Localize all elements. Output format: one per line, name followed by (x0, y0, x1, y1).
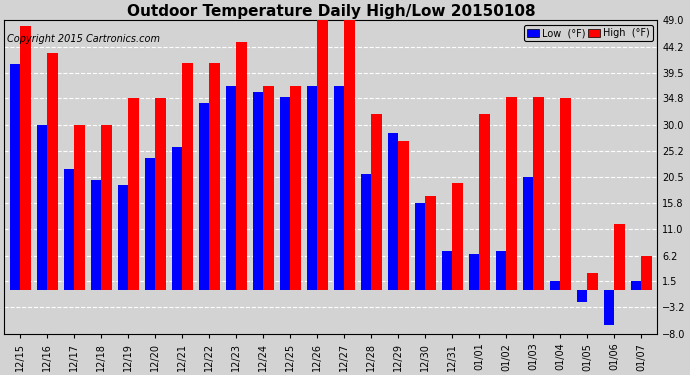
Bar (209, 63, 219, 290)
Bar (587, 273, 598, 290)
Bar (264, 86, 274, 290)
Bar (280, 97, 290, 290)
Bar (614, 224, 624, 290)
Bar (550, 282, 560, 290)
Bar (496, 251, 506, 290)
Bar (10, 64, 21, 290)
Bar (506, 97, 517, 290)
Bar (155, 98, 166, 290)
Bar (128, 98, 139, 290)
Bar (361, 174, 371, 290)
Bar (37, 125, 48, 290)
Bar (344, 20, 355, 290)
Bar (101, 125, 112, 290)
Bar (577, 290, 587, 302)
Bar (226, 86, 237, 290)
Bar (253, 92, 264, 290)
Bar (317, 20, 328, 290)
Text: Copyright 2015 Cartronics.com: Copyright 2015 Cartronics.com (7, 34, 160, 44)
Bar (172, 147, 182, 290)
Bar (64, 169, 75, 290)
Bar (415, 203, 425, 290)
Bar (442, 251, 453, 290)
Bar (533, 97, 544, 290)
Bar (21, 26, 30, 290)
Bar (334, 86, 344, 290)
Bar (631, 282, 641, 290)
Bar (469, 254, 480, 290)
Bar (290, 86, 301, 290)
Bar (199, 103, 209, 290)
Bar (307, 86, 317, 290)
Bar (118, 185, 128, 290)
Bar (560, 98, 571, 290)
Bar (75, 125, 85, 290)
Bar (145, 158, 155, 290)
Bar (604, 290, 614, 326)
Bar (237, 42, 246, 290)
Legend: Low  (°F), High  (°F): Low (°F), High (°F) (524, 25, 653, 41)
Bar (182, 63, 193, 290)
Bar (371, 114, 382, 290)
Bar (48, 53, 58, 290)
Bar (453, 183, 462, 290)
Bar (523, 177, 533, 290)
Bar (480, 114, 490, 290)
Bar (641, 256, 651, 290)
Title: Outdoor Temperature Daily High/Low 20150108: Outdoor Temperature Daily High/Low 20150… (126, 4, 535, 19)
Bar (91, 180, 101, 290)
Bar (425, 196, 435, 290)
Bar (398, 141, 408, 290)
Bar (388, 133, 398, 290)
